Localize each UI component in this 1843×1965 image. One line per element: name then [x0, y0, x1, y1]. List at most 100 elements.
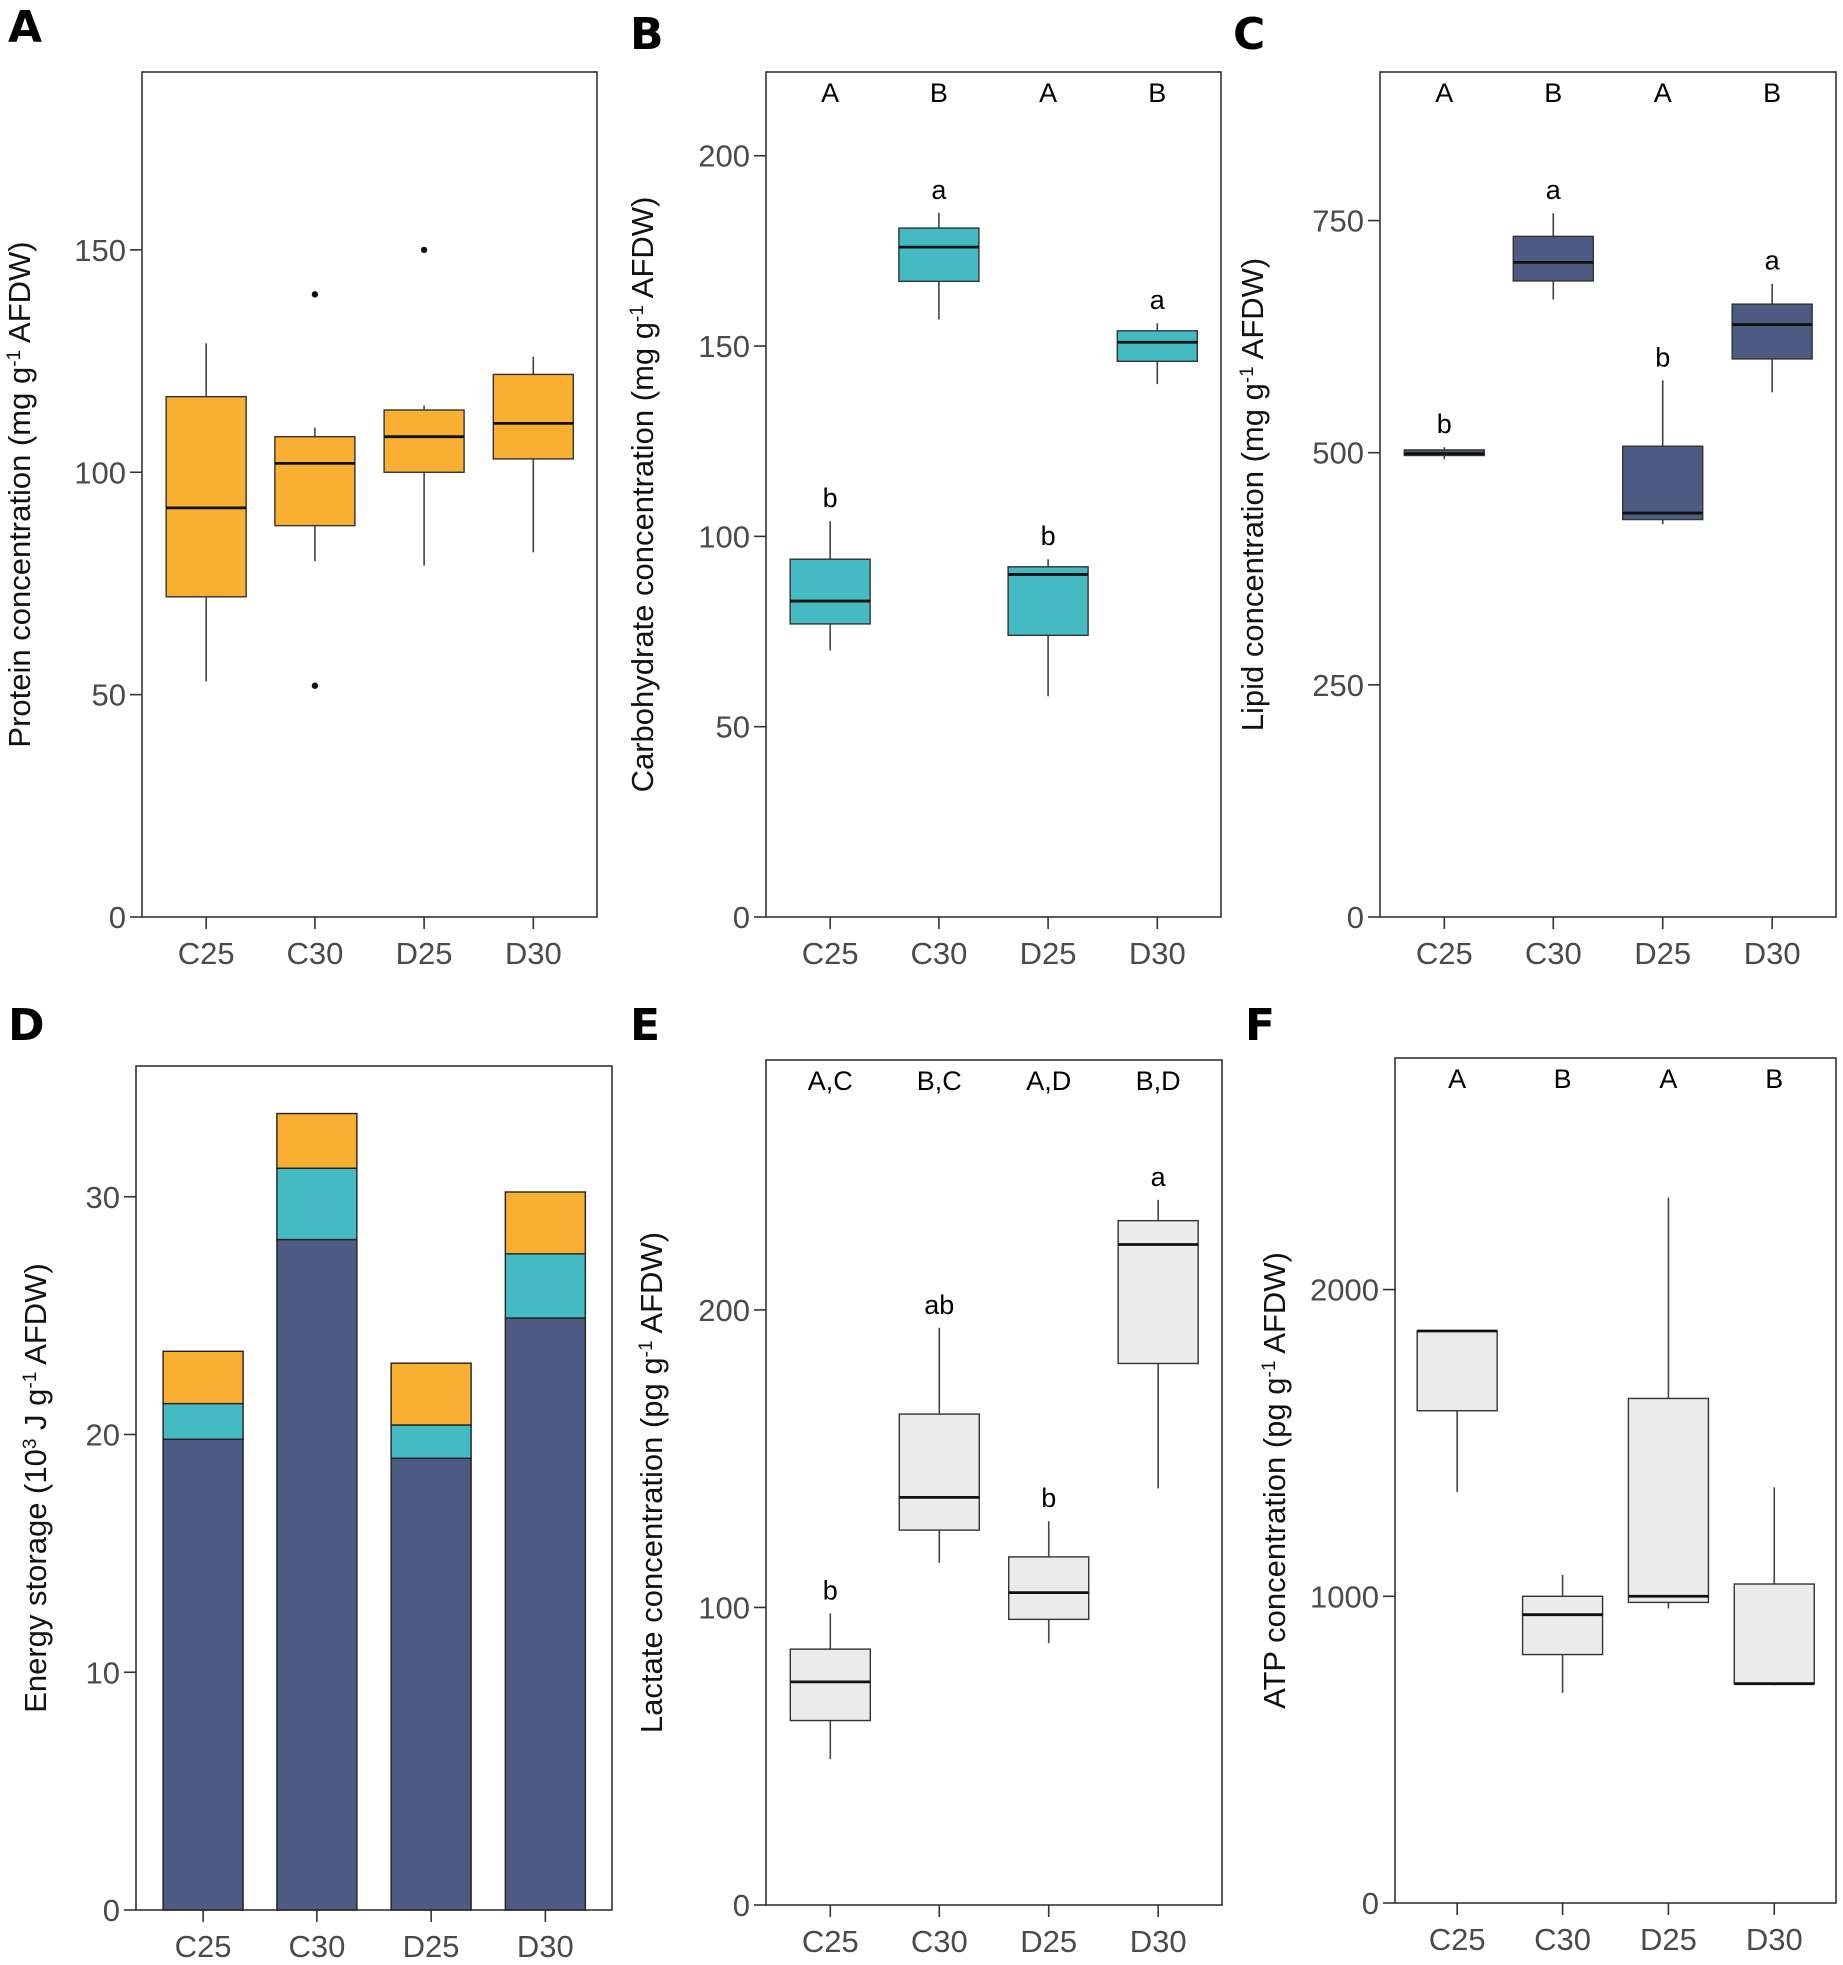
y-tick-label: 0	[733, 900, 750, 935]
bar-segment	[504, 1317, 587, 1911]
y-tick-label: 250	[1312, 668, 1364, 703]
x-tick-label: D25	[1020, 1924, 1077, 1959]
bar-segment	[276, 1112, 358, 1169]
x-tick-label: D25	[396, 936, 453, 971]
plot-frame	[135, 1065, 613, 1911]
significance-letter: a	[931, 175, 947, 205]
y-tick-label: 20	[86, 1418, 120, 1453]
plot-frame	[141, 71, 598, 918]
box	[1627, 1397, 1710, 1604]
box	[1008, 1556, 1090, 1621]
y-tick-label: 100	[698, 519, 750, 554]
box	[898, 1413, 980, 1531]
y-axis-title: ATP concentration (pg g-1 AFDW)	[1257, 1252, 1292, 1709]
panel-letter-f: F	[1245, 1000, 1275, 1051]
x-tick-label: D30	[1130, 1924, 1187, 1959]
bar-segment	[390, 1362, 472, 1426]
y-tick-label: 30	[86, 1180, 120, 1215]
significance-letter: b	[1041, 1483, 1056, 1513]
x-tick-label: C25	[178, 936, 235, 971]
x-tick-label: C25	[802, 1924, 859, 1959]
box	[1512, 235, 1594, 282]
x-tick-label: C30	[286, 936, 343, 971]
y-tick-label: 150	[74, 233, 126, 268]
y-tick-label: 0	[1347, 900, 1364, 935]
box	[898, 227, 980, 283]
y-tick-label: 100	[74, 455, 126, 490]
x-tick-label: D30	[1746, 1922, 1803, 1957]
panel-letter-b: B	[630, 9, 664, 60]
box	[1116, 330, 1199, 362]
x-tick-label: D25	[403, 1929, 460, 1964]
significance-letter: ab	[924, 1290, 954, 1320]
y-tick-label: 500	[1312, 436, 1364, 471]
x-tick-label: C30	[911, 1924, 968, 1959]
y-tick-label: 50	[92, 678, 126, 713]
panel-a-chart: 0 50 100 150 C25 C30 D25 D30 Protein concentrati…	[2, 71, 598, 971]
x-tick-label: C25	[1429, 1922, 1486, 1957]
y-axis-title: Carbohydrate concentration (mg g-1 AFDW)	[625, 197, 660, 793]
x-tick-label: D30	[505, 936, 562, 971]
box	[1416, 1330, 1498, 1412]
panel-letter-c: C	[1233, 9, 1265, 60]
group-letter: A	[1659, 1064, 1677, 1094]
group-letter: B	[930, 78, 948, 108]
x-tick-label: D30	[1129, 936, 1186, 971]
group-letter: A	[1448, 1064, 1466, 1094]
box	[1622, 445, 1704, 521]
plot-frame	[1394, 1057, 1837, 1904]
plot-frame	[765, 1059, 1223, 1906]
significance-letter: a	[1546, 175, 1562, 205]
plot-frame	[765, 71, 1222, 918]
significance-letter: b	[1437, 409, 1452, 439]
group-letter: A	[1435, 78, 1453, 108]
y-axis-title: Protein concentration (mg g-1 AFDW)	[2, 241, 37, 747]
plot-frame	[1379, 71, 1837, 918]
y-tick-label: 10	[86, 1655, 120, 1690]
panel-e-chart: 0 100 200 C25 C30 D25 D30 Lactate concentration…	[634, 1059, 1223, 1959]
x-tick-label: C30	[288, 1929, 345, 1964]
group-letter: B	[1763, 78, 1781, 108]
significance-letter: b	[1041, 521, 1056, 551]
bar-segment	[504, 1253, 587, 1319]
outlier-point	[311, 291, 319, 298]
panel-b-chart: 0 50 100 150 200 C25 C30 D25 D30 Carbohydrate con…	[625, 71, 1222, 971]
group-letter: B	[1544, 78, 1562, 108]
group-letter: A	[1039, 78, 1057, 108]
box	[383, 409, 465, 473]
significance-letter: a	[1150, 285, 1166, 315]
y-axis-title: Lipid concentration (mg g-1 AFDW)	[1235, 258, 1270, 732]
y-axis-title: Energy storage (103 J g-1 AFDW)	[18, 1263, 53, 1713]
box	[1733, 1583, 1815, 1685]
significance-letter: b	[823, 483, 838, 513]
bar-segment	[162, 1438, 244, 1911]
bar-segment	[504, 1191, 587, 1255]
bar-segment	[162, 1350, 244, 1405]
significance-letter: b	[823, 1575, 838, 1605]
bar-segment	[390, 1424, 472, 1459]
x-tick-label: C30	[1534, 1922, 1591, 1957]
box	[274, 435, 356, 527]
x-tick-label: D25	[1634, 936, 1691, 971]
x-tick-label: C25	[1416, 936, 1473, 971]
y-tick-label: 100	[698, 1590, 750, 1625]
x-tick-label: C30	[910, 936, 967, 971]
y-tick-label: 200	[698, 139, 750, 174]
box	[492, 373, 574, 460]
significance-letter: b	[1655, 342, 1670, 372]
box	[165, 395, 247, 598]
box	[1117, 1219, 1199, 1365]
x-tick-label: D30	[517, 1929, 574, 1964]
significance-letter: a	[1765, 246, 1781, 276]
bar-segment	[276, 1167, 358, 1241]
group-letter: B,C	[917, 1066, 962, 1096]
panel-d-chart: 0 10 20 30 C25 C30 D25 D30 Energy storage (103 J…	[18, 1065, 613, 1964]
y-tick-label: 0	[109, 900, 126, 935]
x-tick-label: C25	[802, 936, 859, 971]
y-axis-title: Lactate concentration (pg g-1 AFDW)	[634, 1232, 669, 1733]
group-letter: A	[821, 78, 839, 108]
group-letter: A,D	[1026, 1066, 1071, 1096]
group-letter: B	[1765, 1064, 1783, 1094]
y-tick-label: 2000	[1310, 1273, 1379, 1308]
